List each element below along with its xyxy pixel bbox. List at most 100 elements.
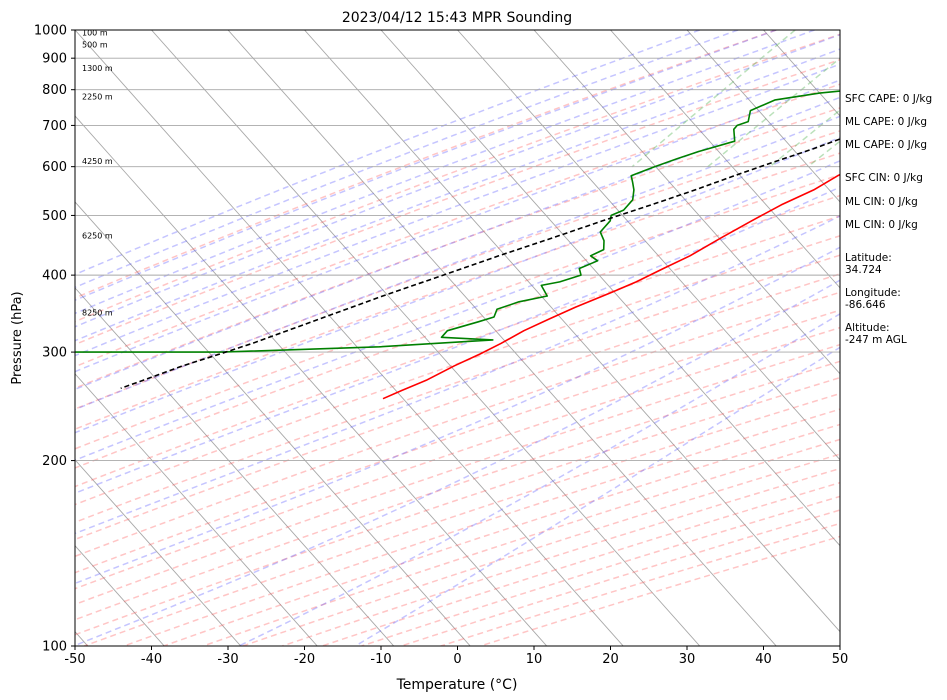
dry-adiabat-line: [75, 33, 840, 323]
isotherm-line: [227, 30, 777, 646]
height-label: 8250 m: [82, 308, 113, 317]
dry-adiabat-line: [123, 408, 840, 646]
moist-adiabat-line: [75, 33, 840, 328]
dry-adiabat-line: [75, 235, 840, 506]
height-label: 2250 m: [82, 92, 113, 101]
y-tick-label: 500: [42, 209, 67, 224]
x-tick-label: -10: [370, 652, 391, 667]
mixing-ratio-line: [769, 109, 840, 168]
isotherm-line: [380, 30, 840, 547]
dry-adiabat-line: [75, 309, 840, 574]
y-axis-ticks: 1000 900 800 700 600 500 400 300 200 100: [34, 24, 75, 655]
isotherm-line: [75, 373, 318, 646]
moist-adiabat-line: [75, 279, 840, 646]
isotherm-line: [75, 115, 548, 646]
isotherm-line: [75, 30, 624, 646]
moist-adiabat-line: [75, 115, 840, 411]
x-tick-label: 30: [679, 652, 696, 667]
height-label: 6250 m: [82, 231, 113, 240]
sfc-cape-stat: SFC CAPE: 0 J/kg: [845, 93, 933, 105]
height-labels: 100 m 500 m 1300 m 2250 m 4250 m 6250 m 8250 m: [82, 29, 113, 318]
height-label: 100 m: [82, 29, 108, 38]
y-tick-label: 100: [42, 640, 67, 655]
moist-adiabat-line: [75, 160, 840, 461]
y-tick-label: 700: [42, 119, 67, 134]
moist-adiabat-line: [75, 186, 840, 494]
altitude-value: -247 m AGL: [845, 334, 907, 346]
dry-adiabat-line: [75, 360, 840, 621]
ml-cape-stat-2: ML CAPE: 0 J/kg: [845, 139, 928, 151]
moist-adiabat-line: [75, 30, 700, 276]
dry-adiabat-line: [75, 273, 840, 541]
y-tick-label: 900: [42, 52, 67, 67]
height-label: 500 m: [82, 41, 108, 50]
x-tick-label: 0: [453, 652, 461, 667]
height-label: 4250 m: [82, 157, 113, 166]
dry-adiabat-line: [75, 30, 777, 299]
y-tick-label: 800: [42, 83, 67, 98]
isotherm-line: [610, 30, 840, 289]
dry-adiabat-line: [75, 376, 840, 636]
chart-title: 2023/04/12 15:43 MPR Sounding: [342, 10, 572, 26]
moist-adiabat-line: [75, 48, 840, 342]
ml-cin-stat-2: ML CIN: 0 J/kg: [845, 219, 918, 231]
x-tick-label: 20: [602, 652, 619, 667]
isotherm-line: [304, 30, 840, 633]
longitude-label: Longitude:: [845, 287, 901, 299]
isotherm-line: [151, 30, 701, 646]
temperature-line: [382, 173, 840, 400]
dry-adiabat-line: [75, 173, 840, 450]
isotherm-line: [686, 30, 840, 203]
x-tick-label: -40: [141, 652, 162, 667]
background-lines: [75, 30, 840, 646]
isotherm-line: [75, 459, 242, 646]
y-axis-label: Pressure (hPa): [10, 291, 25, 384]
y-tick-label: 400: [42, 269, 67, 284]
x-tick-label: -20: [294, 652, 315, 667]
latitude-value: 34.724: [845, 264, 882, 276]
sounding-traces: [75, 90, 840, 400]
isotherm-line: [75, 201, 471, 646]
dry-adiabat-line: [75, 58, 840, 346]
dry-adiabat-line: [75, 326, 840, 590]
dry-adiabat-line: [202, 438, 840, 646]
x-tick-label: -30: [217, 652, 238, 667]
x-axis-ticks: -50 -40 -30 -20 -10 0 10 20 30 40 50: [64, 646, 848, 667]
x-tick-label: -50: [64, 652, 85, 667]
dewpoint-line: [75, 90, 840, 353]
moist-adiabat-line: [75, 136, 840, 434]
x-axis-label: Temperature (°C): [396, 677, 518, 693]
y-tick-label: 300: [42, 346, 67, 361]
moist-adiabat-line: [75, 246, 840, 585]
height-label: 1300 m: [82, 64, 113, 73]
y-tick-label: 200: [42, 454, 67, 469]
moist-adiabat-line: [75, 30, 815, 315]
moist-adiabat-line: [75, 63, 840, 357]
y-tick-label: 1000: [34, 24, 67, 39]
x-tick-label: 40: [755, 652, 772, 667]
ml-cape-stat: ML CAPE: 0 J/kg: [845, 116, 928, 128]
ml-cin-stat: ML CIN: 0 J/kg: [845, 196, 918, 208]
dry-adiabat-line: [163, 423, 840, 646]
parcel-line: [120, 138, 840, 390]
dry-adiabat-line: [75, 215, 840, 488]
isotherm-line: [457, 30, 840, 461]
moist-adiabat-line: [75, 215, 840, 535]
sfc-cin-stat: SFC CIN: 0 J/kg: [845, 172, 923, 184]
longitude-stat: Longitude: -86.646: [845, 287, 901, 311]
dry-adiabat-line: [242, 453, 840, 646]
x-tick-label: 50: [832, 652, 849, 667]
isotherm-line: [533, 30, 840, 375]
y-tick-label: 600: [42, 160, 67, 175]
moist-adiabat-line: [238, 312, 840, 646]
longitude-value: -86.646: [845, 299, 886, 311]
moist-adiabat-line: [75, 30, 739, 289]
dry-adiabat-line: [83, 392, 840, 646]
moist-adiabat-line: [75, 79, 840, 373]
dry-adiabat-line: [75, 152, 840, 431]
moist-adiabat-line: [354, 346, 840, 646]
x-tick-label: 10: [526, 652, 543, 667]
altitude-label: Altitude:: [845, 322, 890, 334]
latitude-label: Latitude:: [845, 252, 892, 264]
